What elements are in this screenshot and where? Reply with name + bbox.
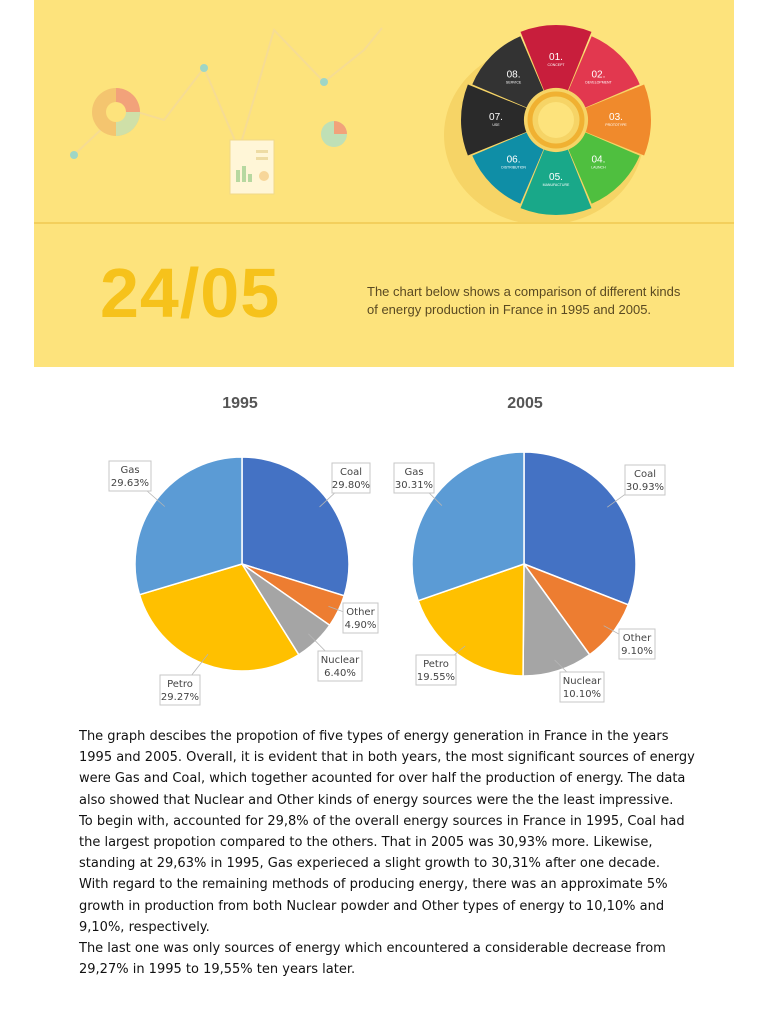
wheel-segment-number: 02. — [591, 70, 605, 81]
process-wheel: 01.CONCEPT 02.DEVELOPMENT 03.PROTOTYPE 04.L… — [461, 24, 651, 216]
intro-text: The chart below shows a comparison of di… — [367, 284, 681, 317]
slice-value-label: 29.80% — [332, 480, 370, 491]
wheel-segment-number: 08. — [507, 70, 521, 81]
wheel-segment-label: DISTRIBUTION — [501, 165, 526, 169]
wheel-segment-number: 04. — [591, 154, 605, 165]
essay-paragraph: The graph descibes the propotion of five… — [79, 729, 695, 808]
slice-value-label: 30.31% — [395, 480, 433, 491]
slice-value-label: 9.10% — [621, 646, 653, 657]
pie-1995: Coal 29.80% Other 4.90% Nuclear 6.40% Petro 29.… — [108, 456, 379, 706]
slice-value-label: 10.10% — [563, 689, 601, 700]
wheel-segment-label: SERVICE — [506, 81, 522, 85]
callout-box — [624, 464, 666, 496]
slice-label: Nuclear — [563, 676, 602, 687]
decor-dot — [320, 78, 328, 86]
chart-title-1995: 1995 — [222, 395, 258, 412]
decor-dot — [200, 64, 208, 72]
wheel-segment — [472, 36, 544, 108]
wheel-segment — [461, 84, 527, 156]
slice-value-label: 30.93% — [626, 482, 664, 493]
wheel-segment — [568, 132, 640, 204]
slice-value-label: 29.63% — [111, 478, 149, 489]
wheel-segment-label: USE — [492, 123, 500, 127]
banner-divider — [34, 222, 734, 224]
wheel-segment-number: 05. — [549, 172, 563, 183]
pie-slice-coal — [241, 456, 350, 597]
slice-value-label: 29.27% — [161, 692, 199, 703]
wheel-segment-number: 03. — [609, 112, 623, 123]
pie-slice-petro — [138, 563, 300, 672]
slice-value-label: 19.55% — [417, 672, 455, 683]
header-banner: 01. CONCEPT 02. DEVELOPMENT 03. PROTOTYPE 04. L… — [34, 0, 734, 367]
decor-document-icon — [229, 139, 275, 195]
decor-donut-icon — [92, 88, 140, 136]
slice-label: Petro — [167, 679, 193, 690]
decor-dot — [70, 151, 78, 159]
infographic-illustration: 01.CONCEPT 02.DEVELOPMENT 03.PROTOTYPE 04.L… — [70, 24, 651, 222]
wheel-segment — [520, 24, 592, 91]
callout-box — [393, 462, 435, 494]
slice-label: Gas — [120, 465, 139, 476]
wheel-segment-label: CONCEPT — [547, 63, 565, 67]
callout-box — [331, 462, 371, 494]
wheel-segment-number: 07. — [489, 112, 503, 123]
essay: The graph descibes the propotion of five… — [79, 726, 699, 980]
wheel-segment-label: LAUNCH — [591, 165, 606, 169]
pie-slice-gas — [411, 451, 525, 602]
wheel-segment — [472, 132, 544, 204]
decor-pie-icon — [321, 121, 347, 147]
wheel-center — [538, 102, 574, 138]
slice-label: Other — [623, 633, 652, 644]
slice-label: Coal — [634, 469, 656, 480]
slice-label: Petro — [423, 659, 449, 670]
wheel-segment-label: MANUFACTURE — [543, 183, 570, 187]
pie-slice-nuclear — [522, 561, 591, 677]
date-heading: 24/05 — [100, 254, 281, 332]
wheel-segment-number: 01. — [549, 52, 563, 63]
essay-paragraph: The last one was only sources of energy … — [79, 941, 666, 978]
slice-label: Other — [346, 607, 375, 618]
wheel-segment-label: PROTOTYPE — [605, 123, 627, 127]
wheel-segment — [585, 84, 651, 156]
slice-label: Coal — [340, 467, 362, 478]
slice-value-label: 4.90% — [345, 620, 377, 631]
callout-box — [559, 671, 605, 703]
wheel-segment — [568, 36, 640, 108]
callout-box — [317, 650, 363, 682]
slice-label: Nuclear — [321, 655, 360, 666]
chart-title-2005: 2005 — [507, 395, 543, 412]
wheel-segment — [520, 149, 592, 216]
essay-paragraph: With regard to the remaining methods of … — [79, 877, 668, 935]
slice-value-label: 6.40% — [324, 668, 356, 679]
slice-label: Gas — [404, 467, 423, 478]
wheel-segment-number: 06. — [507, 154, 521, 165]
pie-2005: Coal 30.93% Other 9.10% Nuclear 10.10% Petro 19… — [393, 451, 666, 703]
callout-box — [415, 654, 457, 686]
callout-box — [159, 674, 201, 706]
callout-box — [108, 460, 152, 492]
wheel-center-ring — [527, 91, 585, 149]
pie-slice-gas — [134, 456, 243, 596]
callout-box — [618, 628, 656, 660]
wheel-segment-label: DEVELOPMENT — [585, 81, 612, 85]
pie-charts: 1995 2005 Coal 29.80% Other 4.90% Nuclear 6.4… — [108, 395, 666, 706]
callout-box — [342, 602, 379, 634]
essay-paragraph: To begin with, accounted for 29,8% of th… — [79, 813, 685, 872]
